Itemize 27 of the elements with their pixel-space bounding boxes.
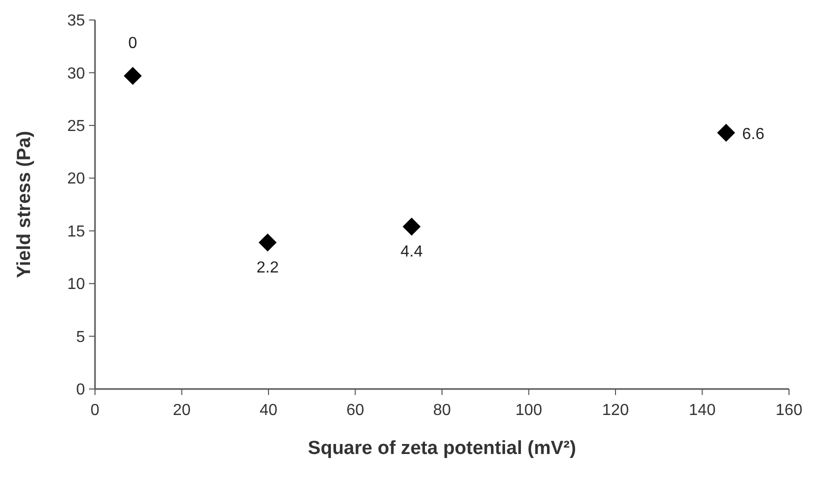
y-tick-label: 5 xyxy=(76,328,86,346)
x-tick-label: 140 xyxy=(688,402,716,419)
y-tick-label: 25 xyxy=(67,118,86,136)
point xyxy=(717,124,736,142)
annotation: 0 xyxy=(128,34,138,52)
x-axis-title: Square of zeta potential (mV²) xyxy=(308,438,576,459)
point xyxy=(124,66,142,85)
x-tick-label: 0 xyxy=(90,402,100,419)
y-tick-label: 10 xyxy=(67,276,86,294)
annotation: 4.4 xyxy=(400,244,423,261)
y-axis-title: Yield stress (Pa) xyxy=(14,130,35,278)
annotation: 2.2 xyxy=(256,259,279,276)
x-tick-label: 80 xyxy=(433,402,451,419)
y-tick-label: 0 xyxy=(76,382,86,399)
x-tick-label: 120 xyxy=(602,402,629,419)
x-tick-label: 20 xyxy=(172,402,191,419)
x-tick-label: 160 xyxy=(776,402,802,419)
y-tick-label: 20 xyxy=(67,170,86,188)
x-tick-label: 100 xyxy=(515,402,542,419)
point xyxy=(258,233,277,252)
annotation: 6.6 xyxy=(742,126,764,143)
point xyxy=(402,218,421,236)
x-tick-label: 40 xyxy=(260,402,278,419)
y-tick-label: 35 xyxy=(67,12,86,30)
y-tick-label: 15 xyxy=(67,223,86,240)
y-tick-label: 30 xyxy=(67,65,86,82)
x-tick-label: 60 xyxy=(346,402,364,419)
